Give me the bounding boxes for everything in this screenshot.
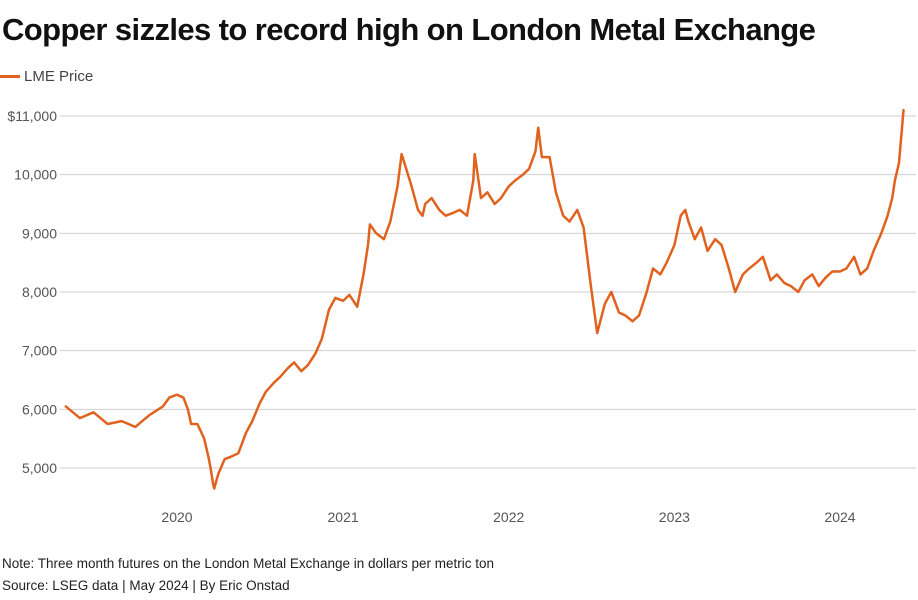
y-tick-label: 9,000	[22, 225, 57, 241]
y-tick-label: 6,000	[22, 401, 57, 417]
series-line-lme-price	[64, 108, 905, 490]
series-group	[64, 108, 905, 490]
x-tick-label: 2024	[824, 509, 855, 525]
footnote: Note: Three month futures on the London …	[2, 556, 495, 571]
x-tick-label: 2020	[161, 509, 192, 525]
gridlines	[60, 115, 916, 469]
y-tick-label: 7,000	[22, 343, 57, 359]
y-tick-label: $11,000	[7, 108, 57, 124]
y-tick-label: 8,000	[22, 284, 57, 300]
legend-swatch	[0, 75, 20, 78]
source-credit: Source: LSEG data | May 2024 | By Eric O…	[2, 578, 290, 593]
x-tick-label: 2023	[659, 509, 690, 525]
x-tick-label: 2022	[493, 509, 524, 525]
y-tick-label: 10,000	[14, 167, 57, 183]
chart-title: Copper sizzles to record high on London …	[2, 12, 816, 47]
y-axis-tick-labels: 5,000 6,000 7,000 8,000 9,000 10,000 $11,000	[7, 108, 57, 476]
x-tick-label: 2021	[328, 509, 359, 525]
y-tick-label: 5,000	[22, 460, 57, 476]
legend-label: LME Price	[24, 68, 94, 85]
legend: LME Price	[0, 68, 93, 85]
x-axis-tick-labels: 2020 2021 2022 2023 2024	[161, 509, 855, 525]
